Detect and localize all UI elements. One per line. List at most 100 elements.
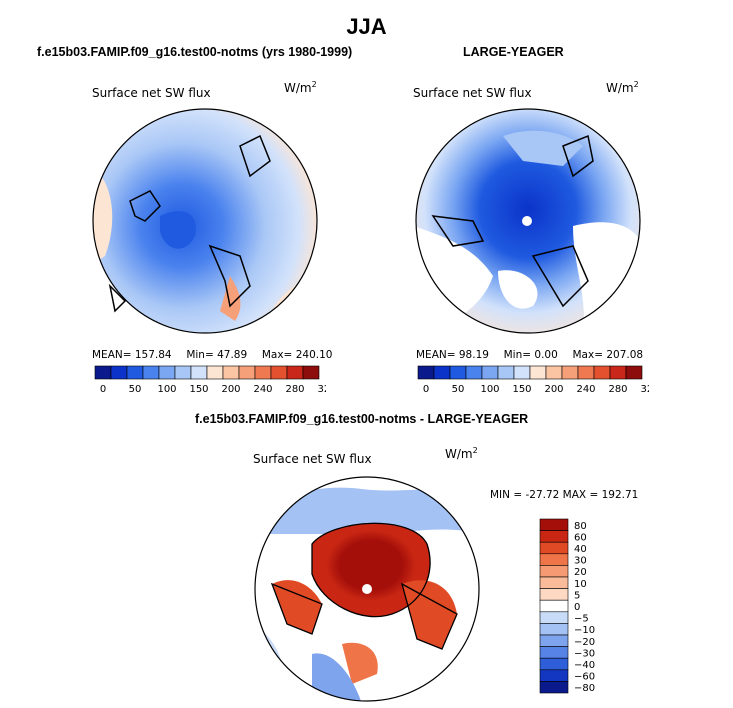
panel3-colorbar-box	[539, 623, 569, 636]
panel2-colorbar-box	[529, 365, 547, 380]
panel3-colorbar-box	[539, 553, 569, 566]
panel2-colorbar-tick-label: 320	[640, 384, 649, 395]
panel3-units-base: W/m	[445, 447, 473, 461]
panel2-max-value: 207.08	[606, 349, 644, 361]
panel1-colorbar-tick-label: 200	[221, 384, 240, 395]
panel1-units-exp: 2	[311, 80, 317, 89]
panel1-stats: MEAN= 157.84 Min= 47.89 Max= 240.10	[92, 349, 332, 361]
panel3-colorbar-box	[539, 669, 569, 682]
panel1-colorbar-box	[126, 365, 144, 380]
panel2-mean-value: 98.19	[458, 349, 489, 361]
panel1-colorbar-box	[206, 365, 224, 380]
panel1-colorbar-box	[254, 365, 272, 380]
panel1-colorbar-box	[190, 365, 208, 380]
panel1-map	[92, 108, 318, 334]
panel3-colorbar-tick-label: −60	[574, 672, 595, 683]
panel1-colorbar: 0 50 100 150 200 240 280 320	[94, 365, 326, 395]
panel3-colorbar-box	[539, 611, 569, 624]
panel3-colorbar-box	[539, 541, 569, 555]
panel3-colorbar-box	[539, 646, 569, 659]
panel1-max-value: 240.10	[295, 349, 333, 361]
panel1-colorbar-box	[222, 365, 240, 380]
panel2-min-label: Min=	[503, 349, 532, 361]
panel1-mean-value: 157.84	[134, 349, 172, 361]
panel1-colorbar-box	[302, 365, 320, 380]
panel3-colorbar-box	[539, 634, 569, 647]
panel2-units-base: W/m	[606, 81, 634, 95]
panel3-colorbar-box	[539, 530, 569, 543]
panel2-colorbar-box	[481, 365, 499, 380]
panel1-colorbar-tick-label: 150	[189, 384, 208, 395]
panel1-colorbar-box	[174, 365, 192, 380]
panel3-variable-title: Surface net SW flux	[253, 452, 372, 466]
panel1-colorbar-box	[286, 365, 304, 380]
panel3-colorbar-box	[539, 518, 569, 531]
panel2-stats: MEAN= 98.19 Min= 0.00 Max= 207.08	[416, 349, 643, 361]
panel2-colorbar-box	[561, 365, 579, 380]
panel3-colorbar-box	[539, 588, 569, 601]
panel3-map	[254, 476, 480, 702]
panel2-colorbar-tick-label: 0	[423, 384, 429, 395]
panel2-map	[415, 108, 641, 334]
panel2-colorbar-box	[577, 365, 595, 380]
panel2-coastline	[431, 134, 594, 308]
panel2-colorbar-tick-label: 100	[480, 384, 499, 395]
panel1-units: W/m2	[284, 80, 317, 95]
panel2-colorbar-box	[545, 365, 563, 380]
panel2-colorbar-tick-label: 50	[452, 384, 465, 395]
panel2-max-label: Max=	[572, 349, 603, 361]
panel1-colorbar-box	[94, 365, 112, 380]
page-title: JJA	[346, 14, 387, 39]
panel2-colorbar-box	[593, 365, 611, 380]
panel1-coastline	[108, 134, 271, 313]
panel2-mean-label: MEAN=	[416, 349, 456, 361]
panel3-colorbar-box	[539, 599, 569, 613]
panel1-units-base: W/m	[284, 81, 312, 95]
panel2-colorbar-box	[417, 365, 435, 380]
panel2-colorbar: 0 50 100 150 200 240 280 320	[417, 365, 649, 395]
left-panel-title: f.e15b03.FAMIP.f09_g16.test00-notms (yrs…	[37, 45, 353, 59]
panel3-stats: MIN = -27.72 MAX = 192.71	[490, 489, 639, 501]
panel3-units-exp: 2	[472, 446, 478, 455]
panel1-variable-title: Surface net SW flux	[92, 86, 211, 100]
panel1-colorbar-box	[238, 365, 256, 380]
panel2-variable-title: Surface net SW flux	[413, 86, 532, 100]
panel2-units-exp: 2	[633, 80, 639, 89]
panel3-colorbar-tick-label: 60	[574, 532, 587, 543]
panel3-colorbar-tick-label: −80	[574, 683, 595, 694]
panel1-colorbar-box	[110, 365, 128, 380]
panel1-colorbar-tick-label: 280	[285, 384, 304, 395]
panel1-mean-label: MEAN=	[92, 349, 132, 361]
panel3-colorbar-box	[539, 565, 569, 578]
panel1-min-label: Min=	[186, 349, 214, 361]
panel3-colorbar-tick-label: −20	[574, 637, 595, 648]
panel2-colorbar-tick-label: 200	[544, 384, 563, 395]
panel1-colorbar-box	[142, 365, 160, 380]
panel2-colorbar-tick-label: 280	[608, 384, 627, 395]
panel3-colorbar-tick-label: 20	[574, 567, 587, 578]
panel1-colorbar-box	[158, 365, 176, 380]
panel3-colorbar-tick-label: 0	[574, 602, 580, 613]
panel3-coastline	[270, 522, 458, 650]
panel1-colorbar-tick-label: 240	[253, 384, 272, 395]
panel3-colorbar-tick-label: 40	[574, 544, 587, 555]
panel2-colorbar-tick-label: 240	[576, 384, 595, 395]
panel2-colorbar-box	[465, 365, 483, 380]
panel3-colorbar-tick-label: −10	[574, 625, 595, 636]
panel3-colorbar-tick-label: −30	[574, 648, 595, 659]
panel3-colorbar-tick-label: −40	[574, 660, 595, 671]
panel1-colorbar-tick-label: 100	[157, 384, 176, 395]
panel2-colorbar-box	[433, 365, 451, 380]
panel3-colorbar-tick-label: −5	[574, 614, 589, 625]
panel1-colorbar-tick-label: 0	[100, 384, 106, 395]
panel2-colorbar-box	[609, 365, 627, 380]
panel2-units: W/m2	[606, 80, 639, 95]
panel3-colorbar-box	[539, 576, 569, 589]
panel2-colorbar-tick-label: 150	[512, 384, 531, 395]
panel1-max-label: Max=	[261, 349, 293, 361]
panel2-colorbar-box	[625, 365, 643, 380]
panel1-colorbar-tick-label: 50	[129, 384, 142, 395]
right-panel-title: LARGE-YEAGER	[463, 45, 564, 59]
panel1-colorbar-box	[270, 365, 288, 380]
